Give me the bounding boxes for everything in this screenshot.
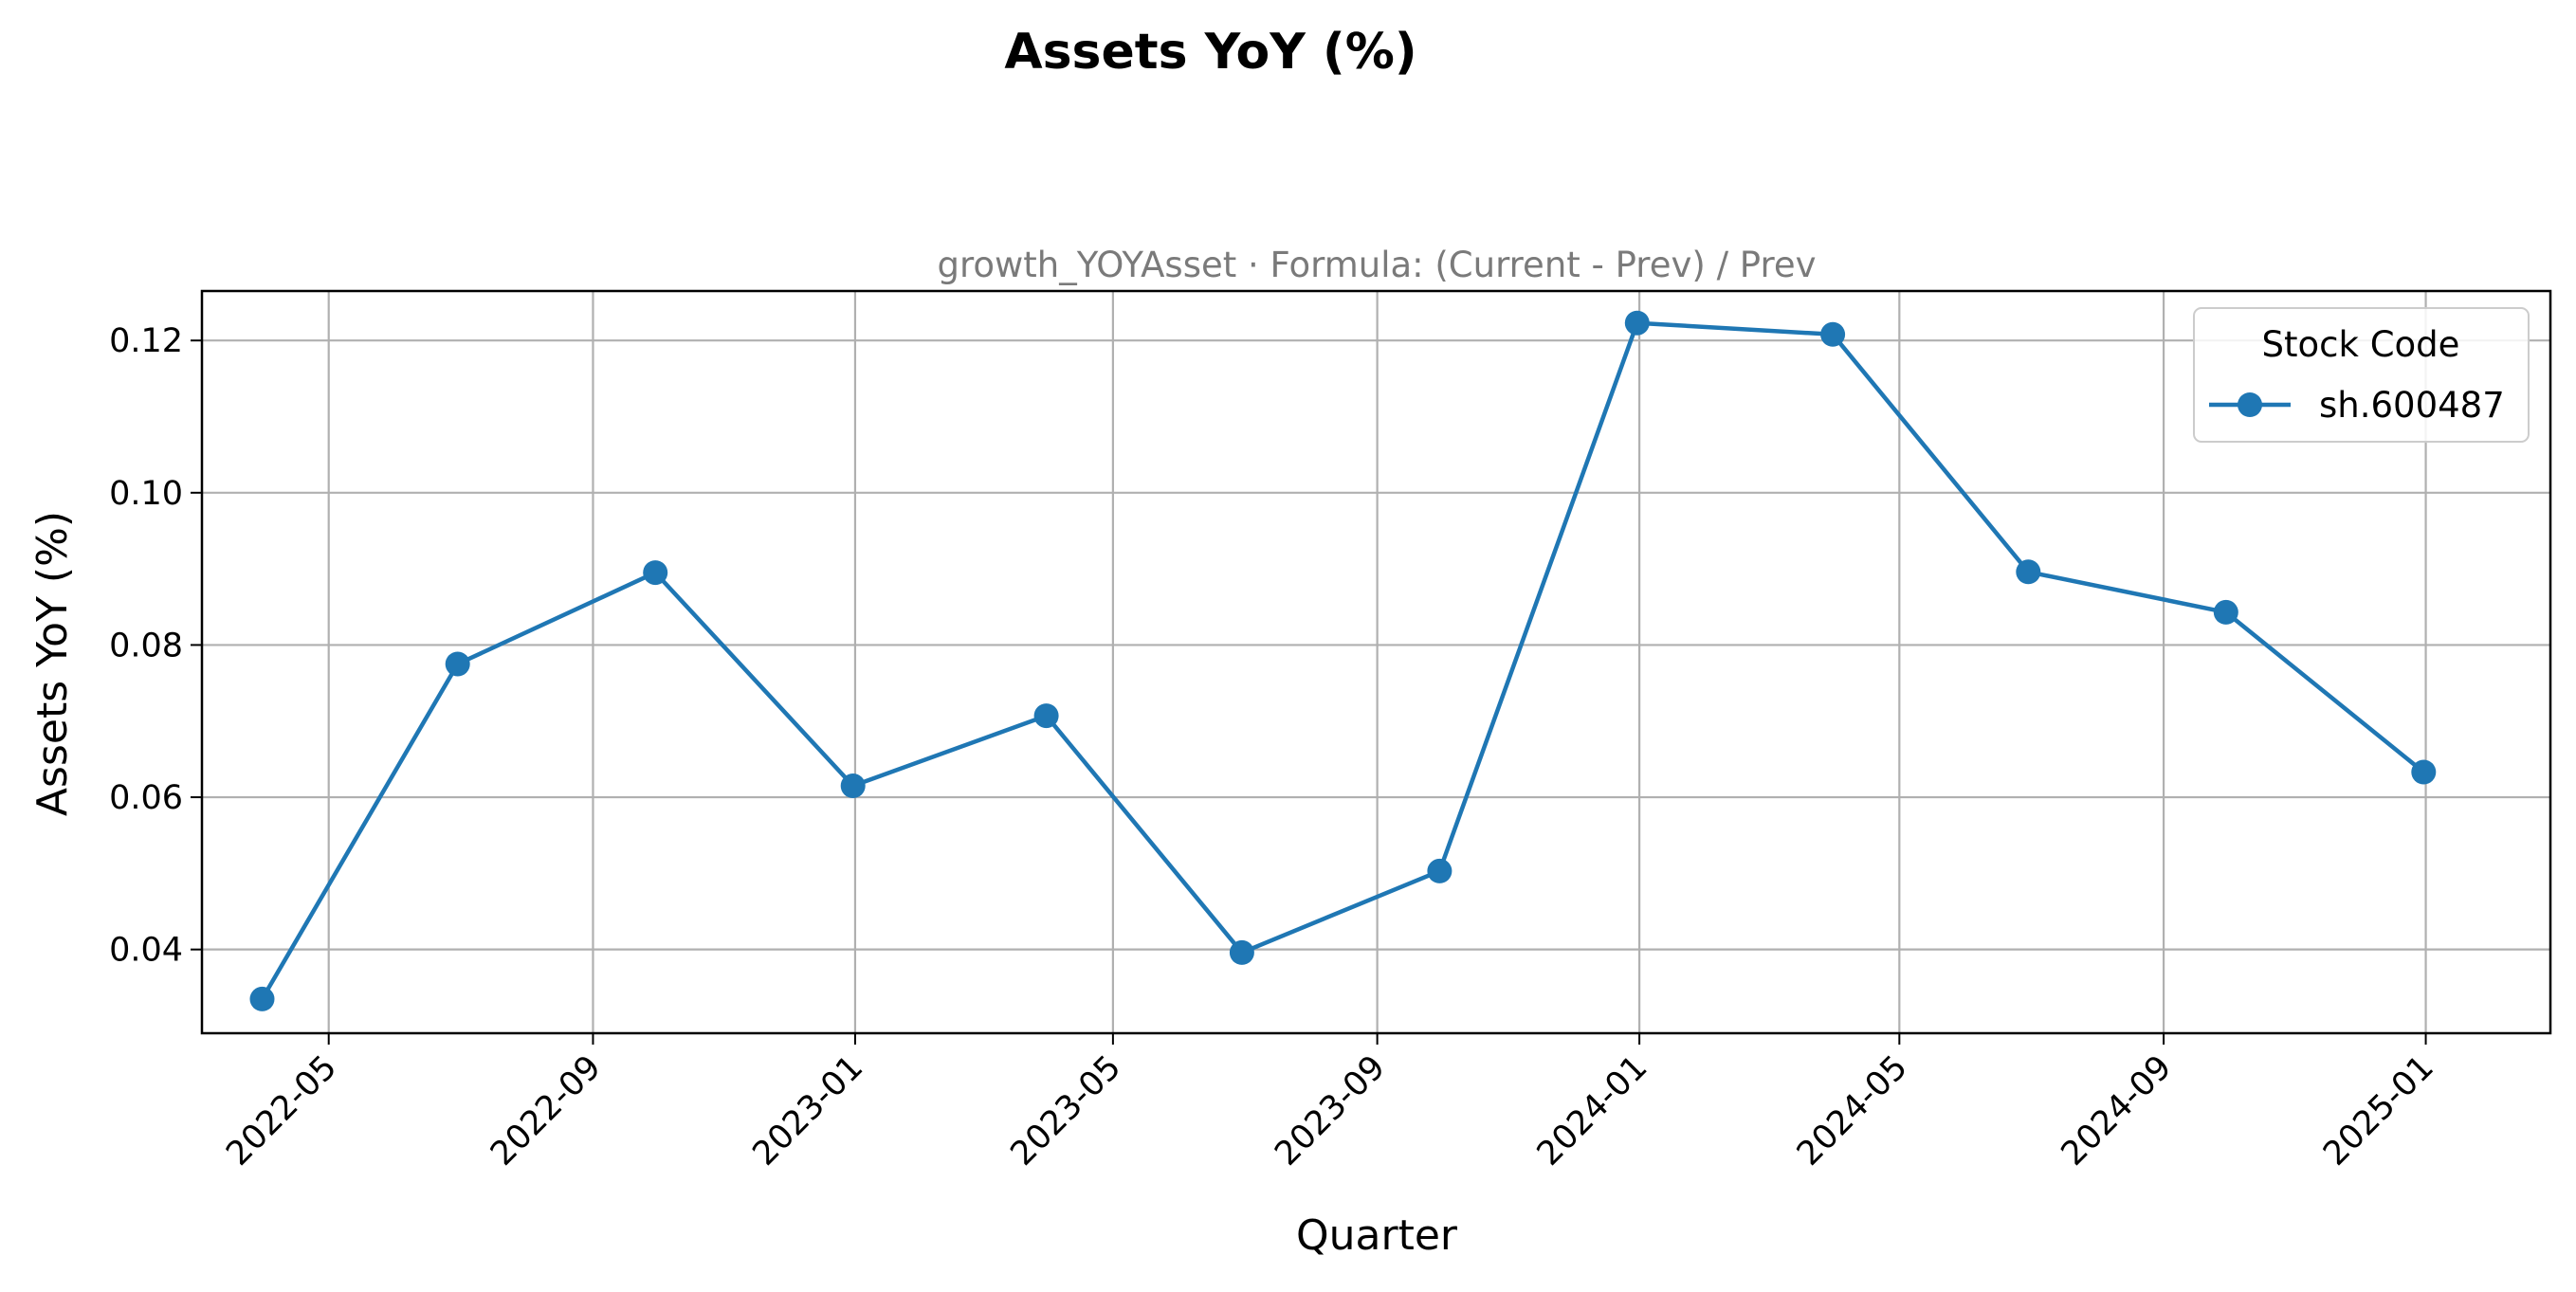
data-point (2213, 599, 2238, 625)
legend-box (2193, 307, 2530, 443)
data-point (2411, 759, 2437, 785)
x-tick-label: 2024-09 (2055, 1048, 2180, 1174)
y-tick-label: 0.10 (109, 475, 183, 513)
series-layer (249, 310, 2437, 1011)
x-tick-label: 2025-01 (2316, 1048, 2441, 1174)
x-tick-label: 2024-01 (1530, 1048, 1655, 1174)
series-line (260, 320, 2425, 1001)
data-point (445, 651, 470, 677)
data-point (1033, 703, 1059, 729)
x-tick-label: 2023-01 (746, 1048, 871, 1174)
data-point (840, 773, 866, 798)
y-tick-label: 0.08 (109, 627, 183, 664)
legend-series-label: sh.600487 (2319, 385, 2505, 426)
data-point (643, 560, 668, 586)
chart-subtitle: growth_YOYAsset · Formula: (Current - Pr… (937, 245, 1816, 285)
x-tick-label: 2024-05 (1790, 1048, 1915, 1174)
y-axis-label: Assets YoY (%) (28, 511, 77, 816)
legend: Stock Code sh.600487 (2193, 307, 2530, 443)
x-tick-label: 2023-05 (1004, 1048, 1129, 1174)
data-point (1427, 858, 1452, 883)
y-tick-label: 0.12 (109, 322, 183, 360)
chart-title: Assets YoY (%) (1004, 24, 1416, 81)
data-point (1624, 310, 1650, 336)
x-axis-label: Quarter (1296, 1211, 1458, 1260)
plot-area-frame (200, 289, 2552, 1035)
legend-point-marker (2238, 392, 2262, 417)
y-axis: 0.04 0.06 0.08 0.10 0.12 (109, 322, 202, 970)
x-tick-label: 2022-05 (219, 1048, 344, 1174)
legend-title: Stock Code (2262, 324, 2460, 365)
data-point (249, 986, 275, 1011)
x-tick-label: 2022-09 (484, 1048, 609, 1174)
data-point (2016, 559, 2041, 585)
data-point (1229, 939, 1254, 965)
y-tick-label: 0.04 (109, 932, 183, 970)
grid (202, 291, 2550, 1033)
data-point (1820, 321, 1846, 347)
y-tick-label: 0.06 (109, 779, 183, 817)
x-axis: 2022-05 2022-09 2023-01 2023-05 2023-09 2024-… (219, 1033, 2441, 1174)
x-tick-label: 2023-09 (1268, 1048, 1393, 1174)
